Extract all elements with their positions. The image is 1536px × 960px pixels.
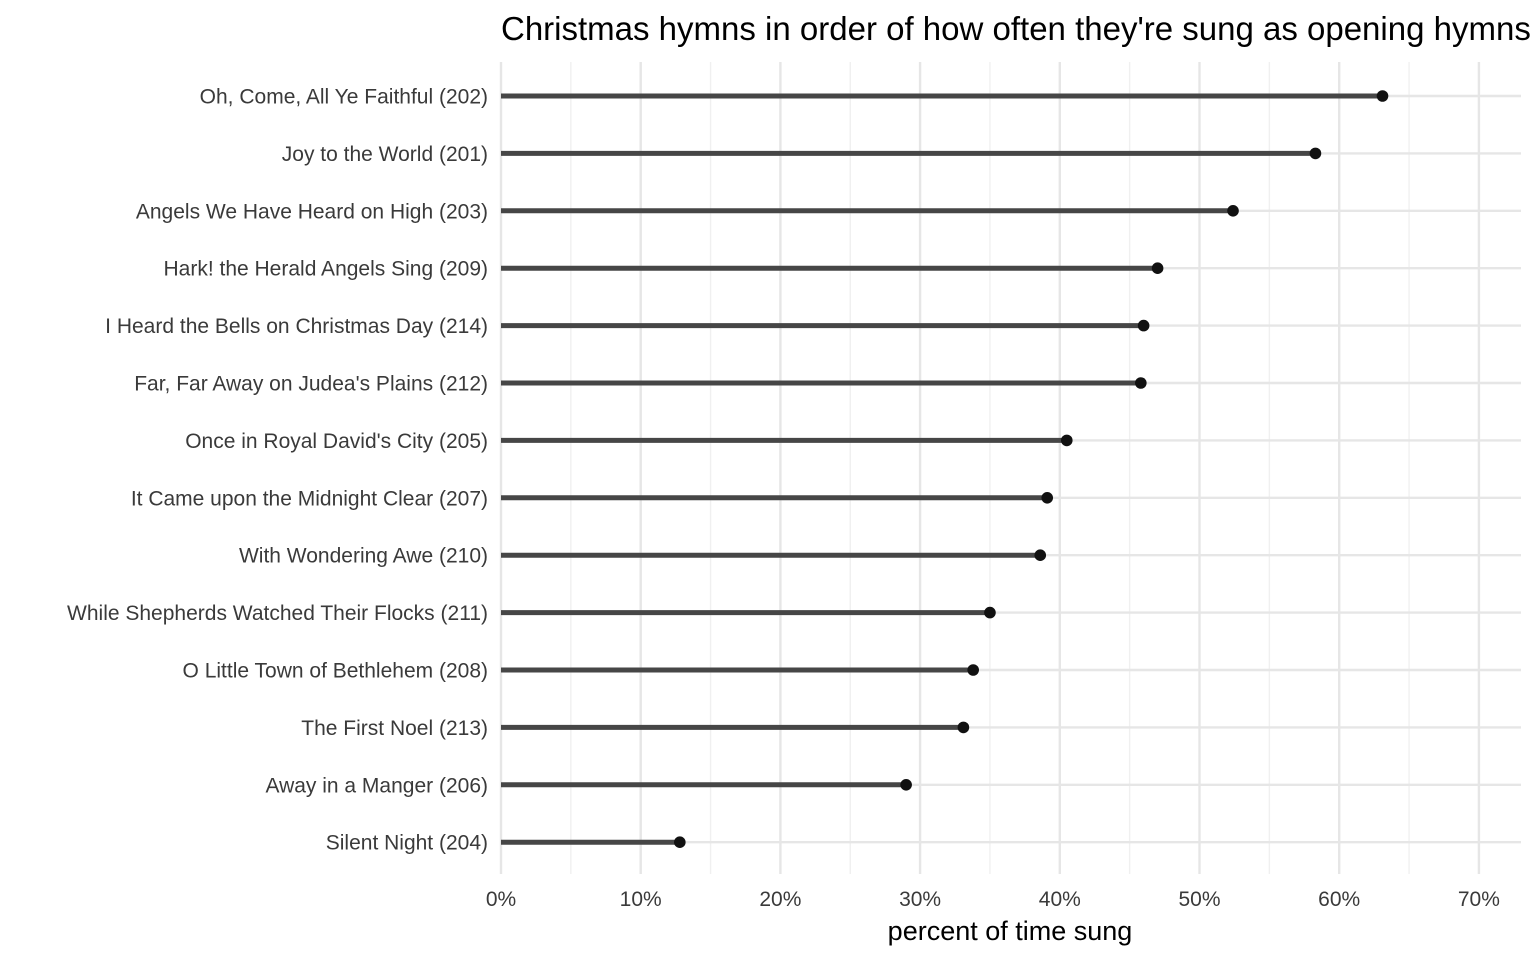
lollipop-point xyxy=(1034,549,1047,561)
category-label: Silent Night (204) xyxy=(326,832,488,855)
lollipop-point xyxy=(984,606,996,619)
lollipop-point xyxy=(1041,492,1054,504)
row-grid-lines xyxy=(501,94,1521,844)
lollipop-point xyxy=(1309,147,1322,160)
lollipop-point xyxy=(1227,205,1239,217)
lollipop-point xyxy=(967,664,979,676)
x-tick-label: 60% xyxy=(1318,888,1360,911)
category-labels: Oh, Come, All Ye Faithful (202) Joy to th… xyxy=(67,86,488,855)
lollipop-point xyxy=(1151,262,1164,275)
x-tick-label: 10% xyxy=(620,888,662,911)
category-label: It Came upon the Midnight Clear (207) xyxy=(131,487,488,510)
x-tick-label: 20% xyxy=(759,888,801,911)
lollipop-points xyxy=(674,90,1389,848)
lollipop-point xyxy=(957,721,970,734)
x-tick-label: 40% xyxy=(1039,888,1081,911)
lollipop-point xyxy=(1376,90,1389,102)
category-label: Oh, Come, All Ye Faithful (202) xyxy=(200,86,488,109)
x-axis-title: percent of time sung xyxy=(888,916,1133,946)
lollipop-point xyxy=(1060,434,1073,447)
lollipop-point xyxy=(674,836,686,848)
category-label: With Wondering Awe (210) xyxy=(239,545,488,568)
category-label: I Heard the Bells on Christmas Day (214) xyxy=(105,315,488,338)
x-tick-label: 30% xyxy=(899,888,941,911)
x-tick-label: 0% xyxy=(486,888,516,911)
category-label: Away in a Manger (206) xyxy=(265,774,488,797)
category-label: While Shepherds Watched Their Flocks (21… xyxy=(67,602,488,625)
chart-title: Christmas hymns in order of how often th… xyxy=(501,10,1531,47)
category-label: Angels We Have Heard on High (203) xyxy=(136,200,488,223)
x-tick-labels: 0% 10% 20% 30% 40% 50% 60% 70% xyxy=(486,888,1500,911)
category-label: Hark! the Herald Angels Sing (209) xyxy=(163,258,488,281)
lollipop-stems xyxy=(501,93,1383,845)
category-label: Joy to the World (201) xyxy=(282,143,488,166)
x-tick-label: 70% xyxy=(1458,888,1500,911)
lollipop-point xyxy=(900,779,912,791)
lollipop-point xyxy=(1135,377,1147,389)
category-label: Far, Far Away on Judea's Plains (212) xyxy=(134,373,488,396)
category-label: Once in Royal David's City (205) xyxy=(185,430,488,453)
x-tick-label: 50% xyxy=(1178,888,1220,911)
category-label: O Little Town of Bethlehem (208) xyxy=(183,660,488,683)
lollipop-point xyxy=(1137,319,1150,332)
grid-lines xyxy=(499,62,1481,874)
category-label: The First Noel (213) xyxy=(301,717,488,740)
